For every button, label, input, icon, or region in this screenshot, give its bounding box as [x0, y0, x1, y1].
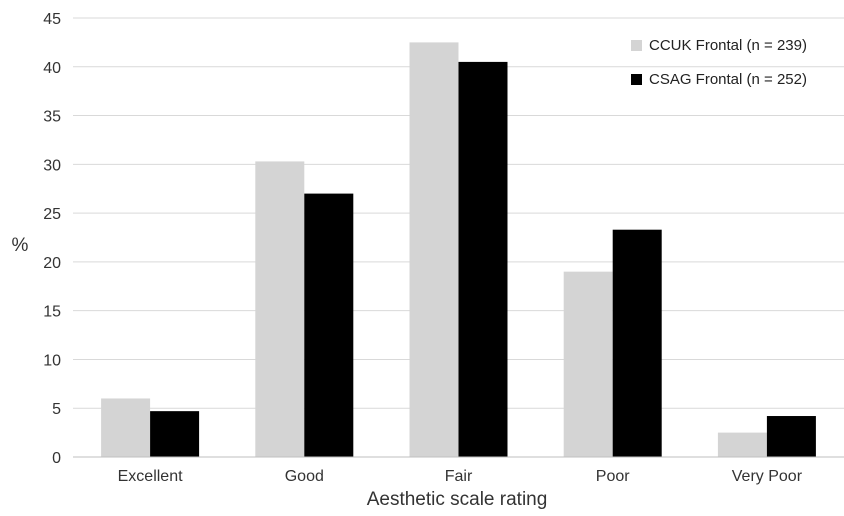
- x-tick-label: Poor: [596, 468, 630, 485]
- y-tick-label: 20: [43, 255, 61, 272]
- y-tick-label: 30: [43, 157, 61, 174]
- y-tick-label: 25: [43, 206, 61, 223]
- legend: CCUK Frontal (n = 239) CSAG Frontal (n =…: [631, 37, 807, 88]
- x-tick-label: Fair: [445, 468, 473, 485]
- bar-ccuk-good: [255, 161, 305, 457]
- y-tick-label: 5: [52, 401, 61, 418]
- x-axis-title: Aesthetic scale rating: [367, 489, 548, 510]
- legend-swatch-ccuk: [631, 40, 642, 51]
- y-tick-label: 40: [43, 60, 61, 77]
- bar-csag-excellent: [150, 411, 200, 457]
- bar-ccuk-fair: [409, 42, 459, 458]
- x-tick-label: Excellent: [118, 468, 183, 485]
- bar-csag-very-poor: [766, 416, 816, 457]
- legend-label-csag: CSAG Frontal (n = 252): [649, 71, 807, 88]
- bar-ccuk-very-poor: [717, 432, 767, 457]
- x-tick-label: Very Poor: [732, 468, 803, 485]
- legend-swatch-csag: [631, 74, 642, 85]
- y-tick-label: 45: [43, 11, 61, 28]
- y-tick-label: 15: [43, 304, 61, 321]
- x-tick-labels: Excellent Good Fair Poor Very Poor: [118, 468, 803, 485]
- bar-ccuk-excellent: [101, 398, 151, 457]
- y-tick-label: 0: [52, 450, 61, 467]
- bar-csag-poor: [612, 229, 662, 457]
- bars: [101, 42, 816, 458]
- bar-ccuk-poor: [563, 271, 613, 457]
- y-tick-label: 10: [43, 352, 61, 369]
- y-axis-title: %: [12, 235, 29, 256]
- y-tick-label: 35: [43, 109, 61, 126]
- bar-csag-good: [304, 193, 354, 457]
- y-tick-labels: 0 5 10 15 20 25 30 35 40 45: [43, 11, 61, 467]
- legend-label-ccuk: CCUK Frontal (n = 239): [649, 37, 807, 54]
- bar-csag-fair: [458, 61, 508, 458]
- x-tick-label: Good: [285, 468, 324, 485]
